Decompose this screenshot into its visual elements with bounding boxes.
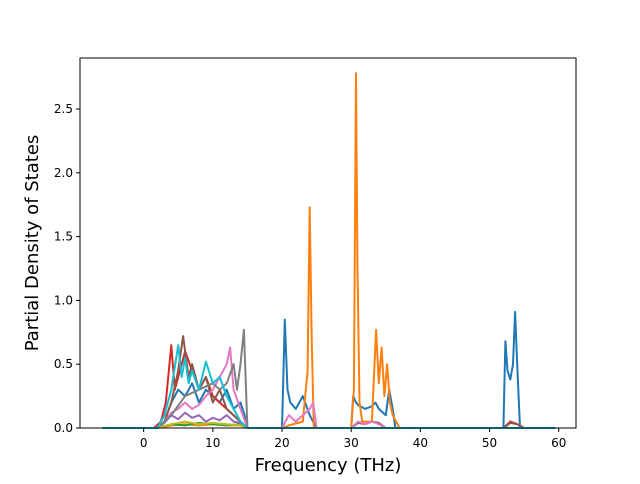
series-line-9 — [102, 420, 556, 429]
y-axis-label: Partial Density of States — [22, 135, 43, 352]
series-layer — [102, 72, 556, 429]
x-tick-label: 40 — [413, 436, 428, 450]
y-tick-label: 0.5 — [54, 357, 73, 371]
x-tick-label: 30 — [344, 436, 359, 450]
y-tick-label: 2.5 — [54, 102, 73, 116]
x-tick-label: 50 — [482, 436, 497, 450]
x-tick-label: 10 — [205, 436, 220, 450]
y-tick-label: 1.0 — [54, 293, 73, 307]
y-tick-label: 0.0 — [54, 421, 73, 435]
series-line-7 — [102, 346, 556, 429]
series-line-10 — [102, 344, 556, 429]
y-tick-label: 1.5 — [54, 230, 73, 244]
y-tick-label: 2.0 — [54, 166, 73, 180]
y-axis-ticks: 0.0 0.5 1.0 1.5 2.0 2.5 — [54, 102, 80, 435]
x-axis-label: Frequency (THz) — [255, 455, 402, 476]
x-tick-label: 60 — [551, 436, 566, 450]
x-axis-ticks: 0 10 20 30 40 50 60 — [140, 428, 566, 450]
x-tick-label: 20 — [274, 436, 289, 450]
plot-frame — [79, 57, 577, 429]
x-tick-label: 0 — [140, 436, 148, 450]
